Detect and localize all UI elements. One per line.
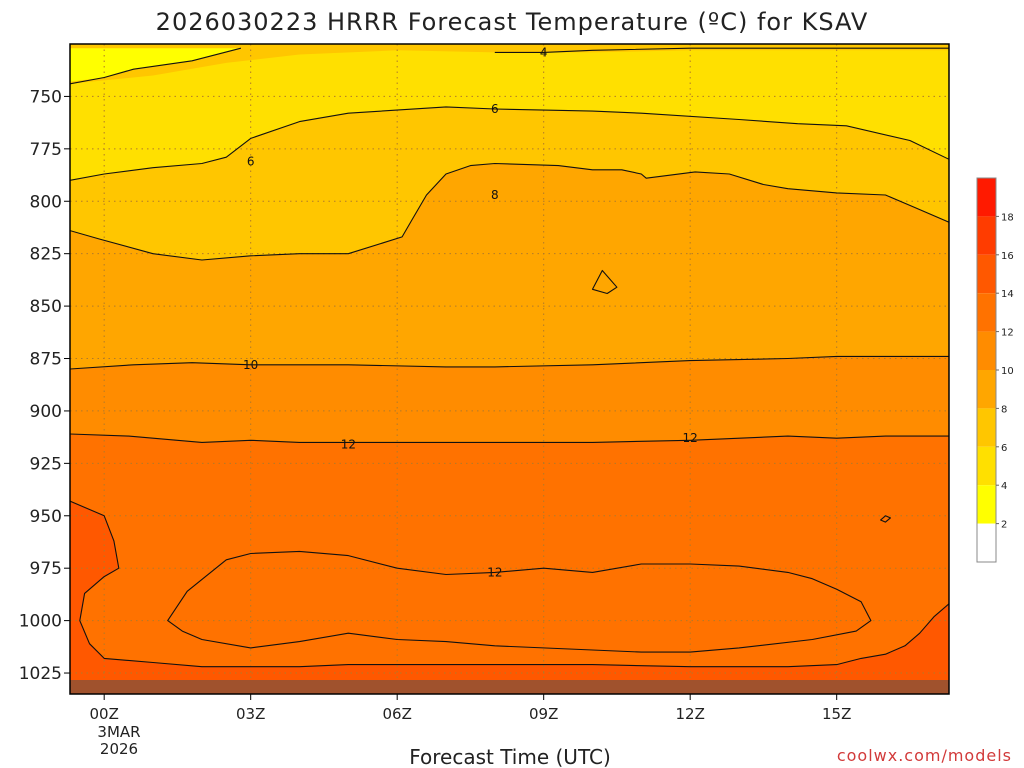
ground-bar: [70, 680, 949, 694]
y-tick-label: 875: [30, 350, 62, 370]
x-tick-label: 15Z: [822, 705, 851, 723]
colorbar-label: 16: [1001, 251, 1014, 262]
colorbar-swatch: [977, 485, 996, 524]
contour-fill-6: [167, 551, 871, 653]
colorbar-label: 6: [1001, 443, 1007, 454]
colorbar: 2 4 6 8 10 12 14 16 18: [976, 177, 1014, 563]
colorbar-label: 8: [1001, 404, 1007, 415]
colorbar-swatch: [977, 523, 996, 562]
contour-label: 12: [683, 431, 698, 445]
x-tick-label: 03Z: [236, 705, 265, 723]
contour-line-4: [70, 47, 242, 85]
x-axis: 00Z 03Z 06Z 09Z 12Z 15Z: [89, 694, 851, 723]
contour-labels: 4 6 6 8 10 12 12 12: [243, 45, 698, 579]
grid-lines: [70, 44, 949, 694]
y-tick-label: 975: [30, 559, 62, 579]
colorbar-swatch: [977, 331, 996, 370]
contour-line-12: [167, 550, 872, 653]
x-axis-label: Forecast Time (UTC): [409, 745, 611, 768]
y-axis: 750 775 800 825 850 875 900 925 950 975 1000 1025: [19, 87, 70, 684]
colorbar-label: 18: [1001, 212, 1014, 223]
x-tick-label: 09Z: [529, 705, 558, 723]
contour-fill-4: [70, 434, 949, 694]
y-tick-label: 750: [30, 87, 62, 107]
contour-line-6: [70, 106, 949, 181]
contour-label: 6: [491, 102, 499, 116]
contour-line-8: [591, 269, 618, 295]
contour-fills: [70, 48, 949, 694]
x-tick-label: 12Z: [675, 705, 704, 723]
contour-lines: [70, 47, 949, 668]
colorbar-swatch: [977, 408, 996, 447]
y-tick-label: 825: [30, 245, 62, 265]
date-label-line1: 3MAR: [97, 723, 140, 741]
contour-fill-2: [70, 163, 949, 369]
date-label-line2: 2026: [100, 740, 138, 758]
y-tick-label: 850: [30, 297, 62, 317]
contour-label: 12: [487, 565, 502, 579]
colorbar-label: 14: [1001, 289, 1014, 300]
colorbar-swatch: [977, 370, 996, 409]
contour-line-12: [70, 433, 949, 443]
colorbar-label: 2: [1001, 520, 1007, 531]
colorbar-label: 12: [1001, 328, 1014, 339]
contour-line-10: [70, 355, 949, 370]
contour-line-14: [70, 500, 949, 668]
contour-label: 4: [540, 45, 548, 59]
credit-link[interactable]: coolwx.com/models: [837, 746, 1012, 765]
plot-frame: [69, 43, 950, 695]
x-tick-label: 06Z: [382, 705, 411, 723]
colorbar-swatch: [977, 216, 996, 255]
contour-label: 6: [247, 154, 255, 168]
contour-label: 8: [491, 188, 499, 202]
y-tick-label: 800: [30, 192, 62, 212]
contour-fill-0: [70, 50, 949, 181]
y-tick-label: 775: [30, 140, 62, 160]
contour-line-8: [70, 162, 949, 261]
y-tick-label: 950: [30, 507, 62, 527]
colorbar-swatch: [977, 446, 996, 486]
colorbar-label: 4: [1001, 481, 1007, 492]
colorbar-label: 10: [1001, 366, 1014, 377]
contour-line-14: [880, 515, 891, 523]
y-tick-label: 925: [30, 454, 62, 474]
y-tick-label: 900: [30, 402, 62, 422]
contour-label: 12: [341, 437, 356, 451]
contour-fill-1: [70, 48, 241, 82]
chart-title: 2026030223 HRRR Forecast Temperature (ºC…: [156, 8, 869, 36]
x-tick-label: 00Z: [89, 705, 118, 723]
colorbar-swatch: [977, 178, 996, 217]
contour-line-4: [494, 47, 949, 53]
colorbar-swatch: [977, 293, 996, 332]
colorbar-swatch: [977, 254, 996, 294]
contour-fill-5: [70, 501, 949, 694]
contour-fill-3: [70, 356, 949, 443]
y-tick-label: 1000: [19, 612, 62, 632]
y-tick-label: 1025: [19, 664, 62, 684]
contour-label: 10: [243, 358, 258, 372]
